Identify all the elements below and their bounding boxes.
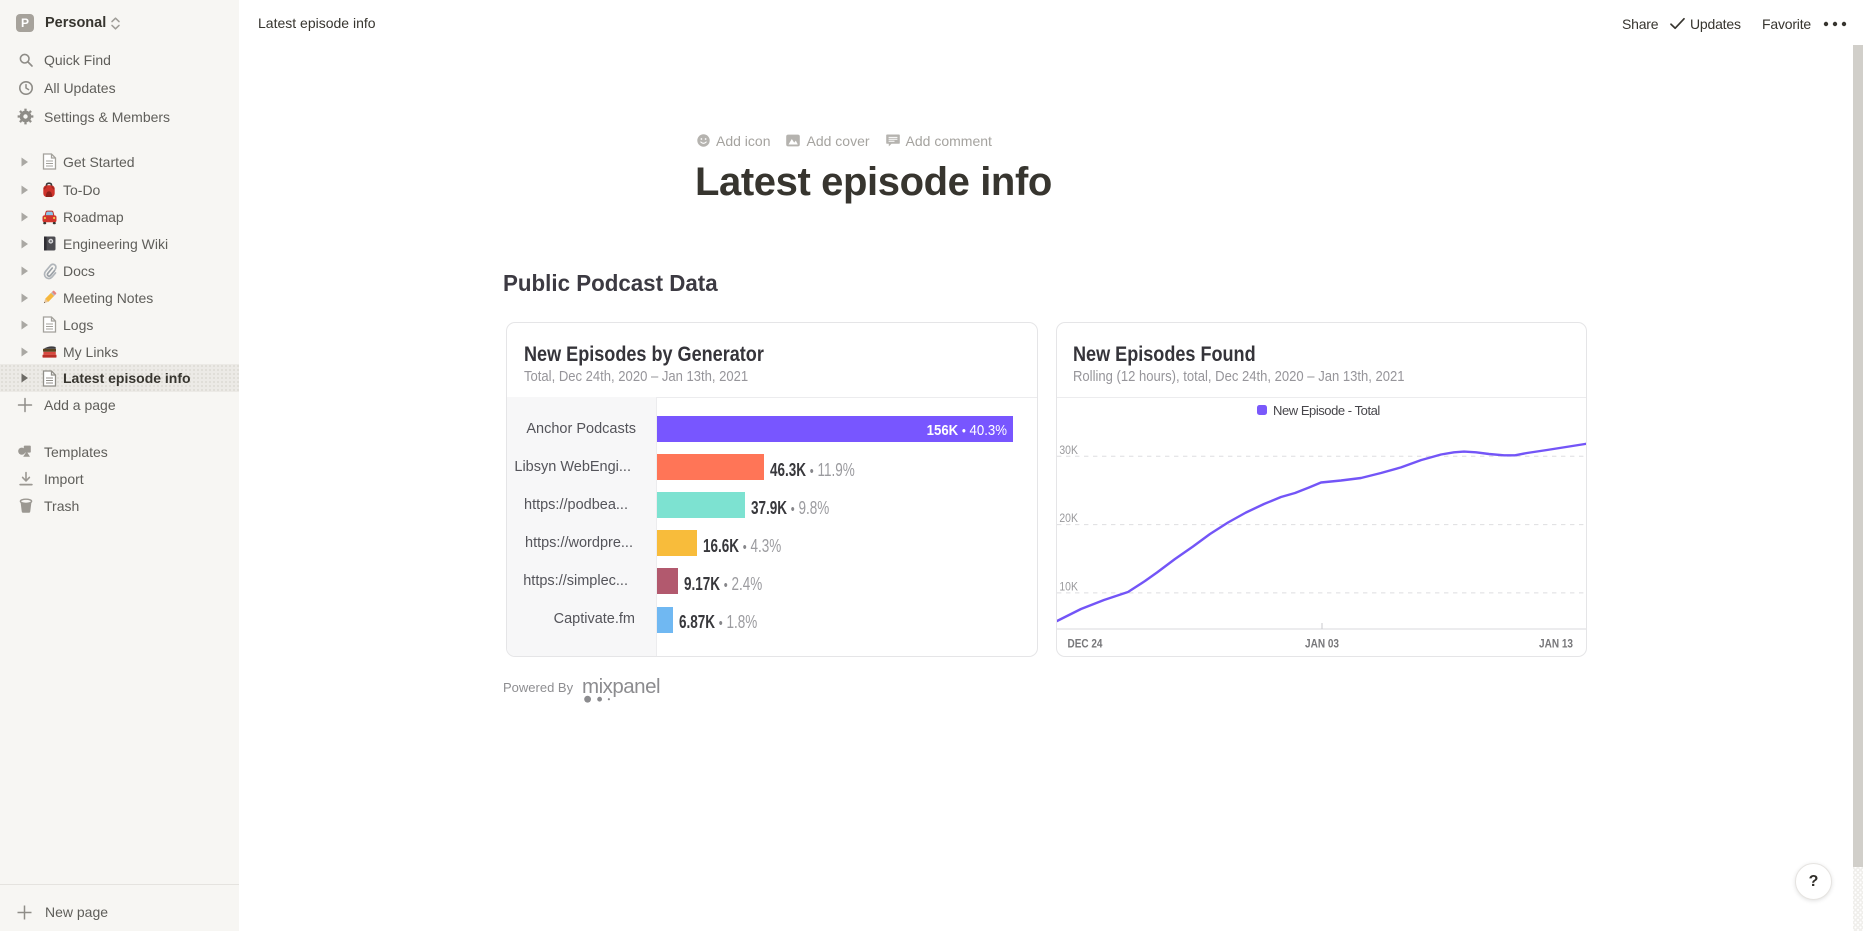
- svg-text:10K: 10K: [1059, 582, 1078, 594]
- svg-text:30K: 30K: [1059, 445, 1078, 457]
- svg-text:DEC 24: DEC 24: [1068, 636, 1103, 650]
- svg-text:JAN 13: JAN 13: [1539, 636, 1573, 650]
- svg-text:JAN 03: JAN 03: [1305, 636, 1339, 650]
- svg-text:mixpanel: mixpanel: [582, 675, 660, 698]
- svg-text:20K: 20K: [1059, 513, 1078, 525]
